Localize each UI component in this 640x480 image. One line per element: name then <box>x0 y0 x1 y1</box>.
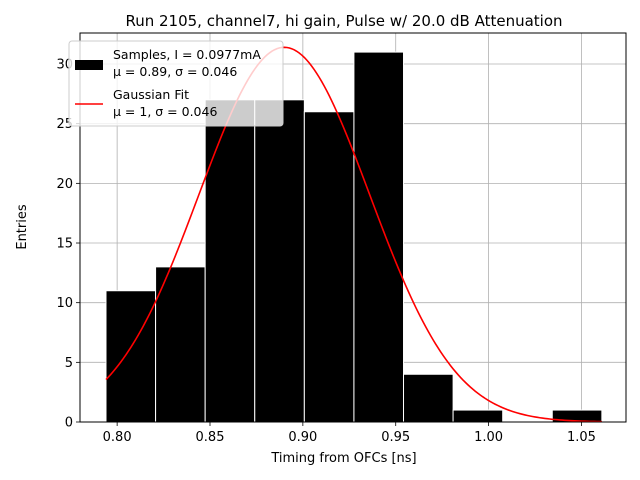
histogram-bar <box>204 99 256 423</box>
x-tick-label: 0.80 <box>103 430 132 445</box>
legend-samples-stats: μ = 0.89, σ = 0.046 <box>113 64 237 79</box>
histogram-bar <box>254 99 305 423</box>
y-tick-label: 5 <box>65 356 73 371</box>
y-tick-label: 0 <box>65 416 73 431</box>
histogram-bars <box>105 51 603 423</box>
chart-title: Run 2105, channel7, hi gain, Pulse w/ 20… <box>125 12 562 30</box>
legend-fit-stats: μ = 1, σ = 0.046 <box>113 104 217 119</box>
x-tick-label: 0.90 <box>288 430 317 445</box>
plot-frame <box>79 32 627 423</box>
x-tick-label: 1.05 <box>567 430 596 445</box>
histogram-bar <box>303 111 355 423</box>
histogram-bar <box>155 266 206 423</box>
y-tick-label: 10 <box>56 296 73 311</box>
x-tick-label: 1.00 <box>474 430 503 445</box>
gaussian-fit-curve <box>105 46 602 423</box>
x-axis-label: Timing from OFCs [ns] <box>270 451 416 466</box>
y-tick-label: 15 <box>56 237 73 252</box>
histogram-bar <box>452 409 504 423</box>
x-axis-ticks: 0.80 0.85 0.90 0.95 1.00 1.05 <box>103 422 596 445</box>
legend-fit-label: Gaussian Fit <box>113 87 189 102</box>
legend-box <box>68 40 284 127</box>
legend-samples-swatch <box>75 60 103 70</box>
y-axis-label: Entries <box>15 204 30 250</box>
histogram-bar <box>353 51 405 423</box>
histogram-bar <box>403 373 454 423</box>
legend-samples-label: Samples, I = 0.0977mA <box>113 47 261 62</box>
x-tick-label: 0.85 <box>196 430 225 445</box>
histogram-bar <box>105 290 157 423</box>
y-tick-label: 20 <box>56 177 73 192</box>
legend: Samples, I = 0.0977mA μ = 0.89, σ = 0.04… <box>68 40 284 127</box>
x-tick-label: 0.95 <box>381 430 410 445</box>
